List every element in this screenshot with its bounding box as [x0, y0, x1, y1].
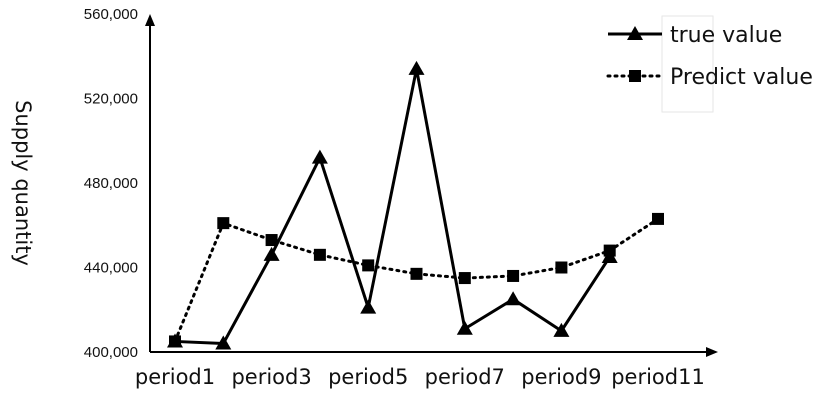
- data-point: [217, 217, 230, 230]
- y-tick-label: 440,000: [84, 260, 138, 277]
- y-tick-labels: 400,000 440,000 480,000 520,000 560,000: [84, 6, 138, 361]
- x-tick-label: period11: [611, 365, 705, 389]
- data-point: [555, 261, 568, 274]
- legend-box: [661, 15, 714, 113]
- data-point: [263, 246, 280, 261]
- x-tick-label: period9: [521, 365, 601, 389]
- x-tick-label: period3: [231, 365, 311, 389]
- data-point: [507, 269, 520, 282]
- data-point: [652, 212, 664, 225]
- legend-marker: [629, 70, 641, 82]
- y-tick-label: 400,000: [84, 344, 138, 361]
- legend-marker: [627, 26, 643, 40]
- series-line: [173, 217, 660, 343]
- x-axis-arrow: [706, 347, 718, 357]
- series-line: [174, 67, 611, 346]
- axes: [145, 14, 718, 357]
- y-tick-label: 520,000: [84, 91, 138, 108]
- data-point: [169, 335, 181, 348]
- data-point: [408, 60, 425, 75]
- y-tick-label: 560,000: [84, 6, 138, 23]
- series-layer: [167, 60, 664, 350]
- legend-label: Predict value: [670, 65, 813, 90]
- data-point: [505, 291, 522, 306]
- legend-entry-predict-value: Predict value: [606, 65, 813, 90]
- data-point: [360, 299, 377, 314]
- series-predict-value: [169, 212, 664, 348]
- x-tick-label: period7: [425, 365, 505, 389]
- data-point: [362, 259, 375, 272]
- data-point: [410, 267, 423, 280]
- y-axis-title: Supply quantity: [11, 100, 35, 266]
- legend-entry-true-value: true value: [608, 23, 782, 48]
- y-tick-label: 480,000: [84, 175, 138, 192]
- data-point: [311, 149, 328, 164]
- data-point: [313, 248, 326, 261]
- data-point: [456, 320, 473, 335]
- x-tick-labels: period1 period3 period5 period7 period9 perio…: [135, 365, 705, 389]
- series-true-value: [167, 60, 618, 350]
- legend-label: true value: [670, 23, 782, 48]
- x-tick-label: period5: [328, 365, 408, 389]
- legend: true value Predict value: [606, 15, 813, 113]
- data-point: [553, 322, 570, 337]
- data-point: [458, 272, 471, 285]
- data-point: [603, 244, 616, 257]
- y-axis-arrow: [145, 14, 155, 26]
- data-point: [265, 234, 278, 247]
- x-tick-label: period1: [135, 365, 215, 389]
- data-point: [215, 335, 232, 350]
